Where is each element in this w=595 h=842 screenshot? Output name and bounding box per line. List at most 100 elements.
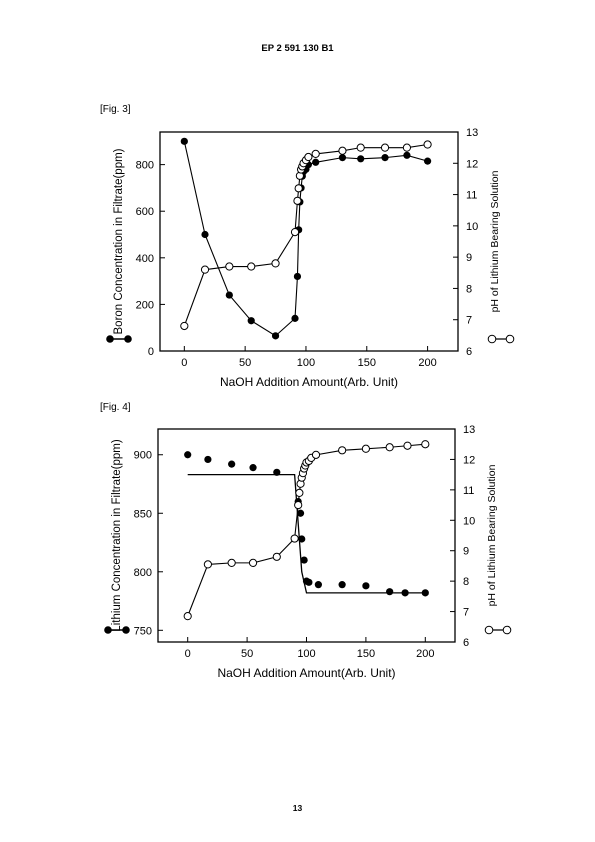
fig3-series-1-point bbox=[293, 196, 302, 205]
fig3-series-1-point bbox=[290, 228, 300, 237]
fig3-y-left-tick-label: 600 bbox=[136, 206, 154, 218]
fig3-y-left-tick-label: 200 bbox=[136, 299, 154, 311]
fig4-y-right-tick-label: 11 bbox=[463, 485, 474, 497]
fig3-series-1-point bbox=[200, 265, 210, 274]
fig3-series-1-point bbox=[247, 262, 256, 271]
fig3-series-0-point bbox=[381, 154, 389, 162]
fig4-series-0-point bbox=[362, 582, 370, 590]
fig3-series-1-point bbox=[294, 184, 303, 193]
fig3-x-tick-label: 0 bbox=[181, 357, 187, 369]
fig3-series-1-point bbox=[304, 152, 313, 162]
fig4-x-tick-label: 50 bbox=[241, 648, 253, 660]
fig4-series-1-point bbox=[183, 612, 192, 621]
fig3-y-left-tick-label: 0 bbox=[148, 346, 154, 358]
fig3-x-tick-label: 50 bbox=[239, 357, 251, 369]
fig4-x-tick-label: 100 bbox=[297, 648, 315, 660]
fig4-series-1-point bbox=[421, 440, 430, 449]
fig3-chart: 0 50 100 150 200 0 200 400 600 800 6 7 8 9 10 11 12 13 NaO… bbox=[106, 127, 515, 389]
fig4-series-1-point bbox=[248, 558, 258, 567]
fig4-y-right-tick-label: 10 bbox=[463, 515, 475, 527]
fig3-series-0-point bbox=[247, 317, 255, 325]
fig3-series-0-point bbox=[180, 137, 188, 145]
fig4-series-0-point bbox=[296, 509, 305, 517]
fig4-series-0-point bbox=[314, 581, 322, 589]
fig3-y-right-axis-label: pH of Lithium Bearing Solution bbox=[489, 170, 501, 312]
fig4-series-1-point bbox=[311, 450, 321, 459]
fig4-legend-filled-marker bbox=[104, 626, 112, 634]
fig3-y-right-tick-label: 9 bbox=[466, 252, 472, 264]
fig3-y-right-tick-label: 11 bbox=[466, 190, 477, 202]
fig4-series-0-point bbox=[305, 578, 313, 586]
fig4-series-0-point bbox=[338, 581, 346, 589]
fig3-label: [Fig. 3] bbox=[100, 104, 131, 115]
fig3-series-1-point bbox=[402, 143, 412, 152]
fig3-series-0-point bbox=[423, 157, 432, 165]
fig3-legend-open-marker bbox=[505, 334, 515, 344]
fig3-x-axis-label: NaOH Addition Amount(Arb. Unit) bbox=[220, 375, 398, 389]
fig4-series-1-point bbox=[290, 534, 299, 543]
fig4-series-1-point bbox=[272, 552, 281, 561]
fig3-y-right-tick-label: 7 bbox=[466, 315, 472, 327]
fig4-series-0-point bbox=[421, 589, 429, 597]
fig3-series-0-point bbox=[225, 291, 233, 299]
fig4-label: [Fig. 4] bbox=[100, 402, 131, 413]
fig3-y-left-axis-label: Boron Concentration in Filtrate(ppm) bbox=[113, 148, 125, 334]
fig3-y-right-tick-label: 10 bbox=[466, 221, 478, 233]
fig3-series-0-point bbox=[338, 154, 347, 162]
fig3-legend-filled-marker bbox=[124, 335, 132, 343]
fig4-legend-open-marker bbox=[502, 625, 512, 635]
fig4-y-right-tick-label: 9 bbox=[463, 546, 469, 558]
fig4-series-0-point bbox=[401, 589, 409, 597]
fig4-legend-filled-marker bbox=[122, 626, 130, 634]
page-number: 13 bbox=[292, 803, 303, 813]
fig4-series-1-point bbox=[361, 444, 370, 453]
fig3-y-left-tick-label: 800 bbox=[136, 160, 154, 172]
fig3-y-right-tick-label: 13 bbox=[466, 127, 478, 139]
fig3-x-tick-label: 150 bbox=[358, 357, 376, 369]
fig4-series-1-point bbox=[385, 443, 394, 452]
fig4-fit-line bbox=[187, 473, 426, 594]
fig4-y-right-tick-label: 12 bbox=[463, 454, 475, 466]
fig4-series-1-point bbox=[203, 560, 212, 569]
fig4-x-axis-label: NaOH Addition Amount(Arb. Unit) bbox=[217, 666, 395, 680]
fig3-plot-frame bbox=[159, 131, 459, 352]
fig3-series-0-point bbox=[271, 332, 280, 340]
fig4-series-0-point bbox=[204, 455, 212, 464]
fig3-series-1-point bbox=[311, 149, 320, 159]
fig3-series-1-point bbox=[338, 146, 347, 155]
fig3-series-0-point bbox=[403, 151, 411, 159]
fig3-y-left-tick-label: 400 bbox=[136, 253, 154, 265]
fig4-y-left-axis-label: Lithium Concentration in Filtrate(ppm) bbox=[111, 439, 123, 632]
fig4-chart: 0 50 100 150 200 750 800 850 900 6 7 8 9 10 11 12 13 NaOH… bbox=[104, 424, 512, 680]
fig3-legend-filled-marker bbox=[106, 335, 114, 343]
fig4-x-tick-label: 150 bbox=[357, 648, 375, 660]
fig4-series-0-point bbox=[249, 464, 257, 472]
fig4-y-left-tick-label: 900 bbox=[134, 450, 152, 462]
fig4-series-1-point bbox=[403, 441, 412, 450]
fig3-series-1-point bbox=[271, 259, 280, 268]
fig4-series-1-point bbox=[295, 488, 304, 498]
fig4-series-0-point bbox=[300, 556, 308, 564]
fig3-y-right-tick-label: 8 bbox=[466, 283, 472, 295]
fig4-series-1-point bbox=[338, 446, 347, 455]
fig4-y-right-tick-label: 13 bbox=[463, 424, 475, 436]
fig4-series-1-point bbox=[227, 558, 236, 567]
fig4-series-0-point bbox=[386, 588, 394, 596]
fig3-y-right-tick-label: 12 bbox=[466, 158, 478, 170]
fig4-y-left-tick-label: 800 bbox=[134, 567, 152, 579]
fig4-x-tick-label: 200 bbox=[416, 648, 434, 660]
fig3-series-0-point bbox=[293, 272, 302, 281]
fig4-series-1-point bbox=[294, 500, 303, 510]
fig3-y-right-tick-label: 6 bbox=[466, 346, 472, 358]
fig4-y-left-tick-label: 750 bbox=[134, 625, 152, 637]
fig4-series-0-point bbox=[273, 468, 281, 476]
fig3-series-1-point bbox=[356, 143, 365, 152]
fig3-x-tick-label: 100 bbox=[297, 357, 315, 369]
fig4-y-right-tick-label: 7 bbox=[463, 607, 469, 619]
fig3-series-0-point bbox=[201, 230, 209, 239]
fig4-legend-open-marker bbox=[484, 625, 494, 635]
fig4-y-right-tick-label: 8 bbox=[463, 576, 469, 588]
fig3-x-tick-label: 200 bbox=[418, 357, 436, 369]
fig4-series-0-point bbox=[228, 460, 236, 468]
fig3-series-0-point bbox=[312, 158, 320, 166]
